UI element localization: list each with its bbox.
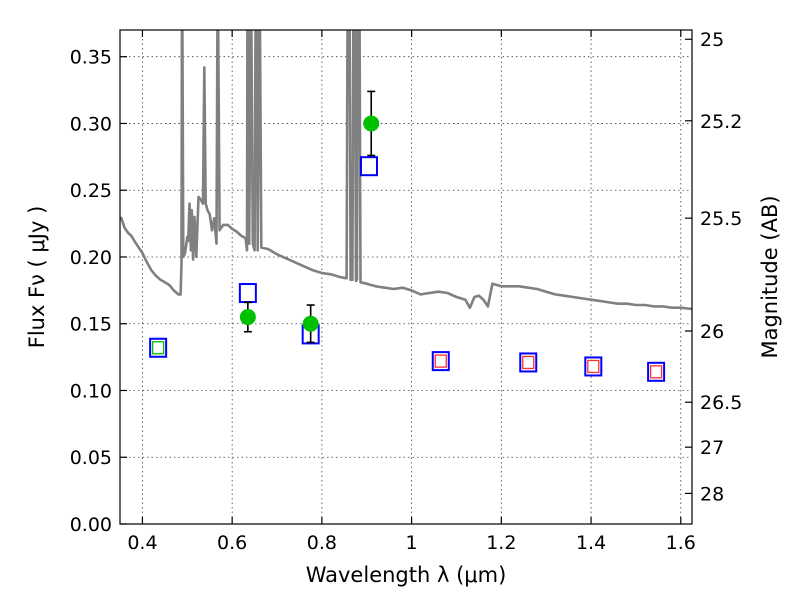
model-spectrum — [120, 30, 692, 311]
x-axis: 0.4 0.6 0.8 1 1.2 1.4 1.6 — [127, 30, 696, 554]
spectrum-line — [120, 30, 692, 311]
observed-points — [239, 90, 380, 344]
grid — [120, 30, 692, 524]
x-tick-label: 0.8 — [307, 532, 337, 554]
x-tick-label: 1.6 — [666, 532, 696, 554]
observed-point — [302, 315, 319, 332]
y-tick-label: 0.20 — [70, 247, 112, 269]
y-tick-label: 0.00 — [70, 514, 112, 536]
inner-square — [649, 365, 663, 379]
inner-square — [151, 341, 165, 355]
model-square — [359, 156, 378, 177]
model-square — [584, 356, 603, 377]
plot-area — [120, 30, 692, 524]
model-square — [519, 352, 538, 373]
right-tick-label: 25.2 — [700, 111, 742, 133]
y-tick-label: 0.30 — [70, 113, 112, 135]
x-tick-label: 1 — [406, 532, 418, 554]
x-tick-label: 0.4 — [127, 532, 157, 554]
y-axis-right: 25 25.2 25.5 26 26.5 27 28 — [685, 29, 742, 505]
observed-point — [239, 309, 256, 326]
inner-square — [587, 359, 600, 374]
y-axis-left: 0.00 0.05 0.10 0.15 0.20 0.25 0.30 0.35 — [70, 47, 127, 536]
x-tick-label: 1.2 — [486, 532, 516, 554]
model-square — [149, 337, 168, 358]
y-axis-label: Flux Fν ( μJy ) — [25, 206, 49, 349]
right-tick-label: 26 — [700, 321, 724, 343]
right-tick-label: 25 — [700, 29, 724, 51]
y-tick-label: 0.05 — [70, 447, 112, 469]
observed-point — [363, 115, 380, 132]
y-tick-label: 0.35 — [70, 47, 112, 69]
inner-squares — [151, 341, 663, 379]
inner-square — [522, 355, 535, 370]
inner-square — [434, 354, 447, 368]
right-axis-label: Magnitude (AB) — [758, 195, 782, 358]
x-tick-label: 1.4 — [576, 532, 606, 554]
plot-frame — [119, 29, 693, 525]
y-tick-label: 0.15 — [70, 314, 112, 336]
model-photometry-squares — [149, 156, 666, 382]
model-square — [647, 361, 666, 382]
right-tick-label: 27 — [700, 437, 724, 459]
x-tick-label: 0.6 — [217, 532, 247, 554]
model-square — [238, 283, 257, 304]
y-tick-label: 0.10 — [70, 380, 112, 402]
right-tick-label: 25.5 — [700, 208, 742, 230]
x-axis-label: Wavelength λ (μm) — [306, 563, 507, 587]
y-tick-label: 0.25 — [70, 180, 112, 202]
right-tick-label: 26.5 — [700, 392, 742, 414]
model-square — [431, 351, 450, 372]
right-tick-label: 28 — [700, 483, 724, 505]
